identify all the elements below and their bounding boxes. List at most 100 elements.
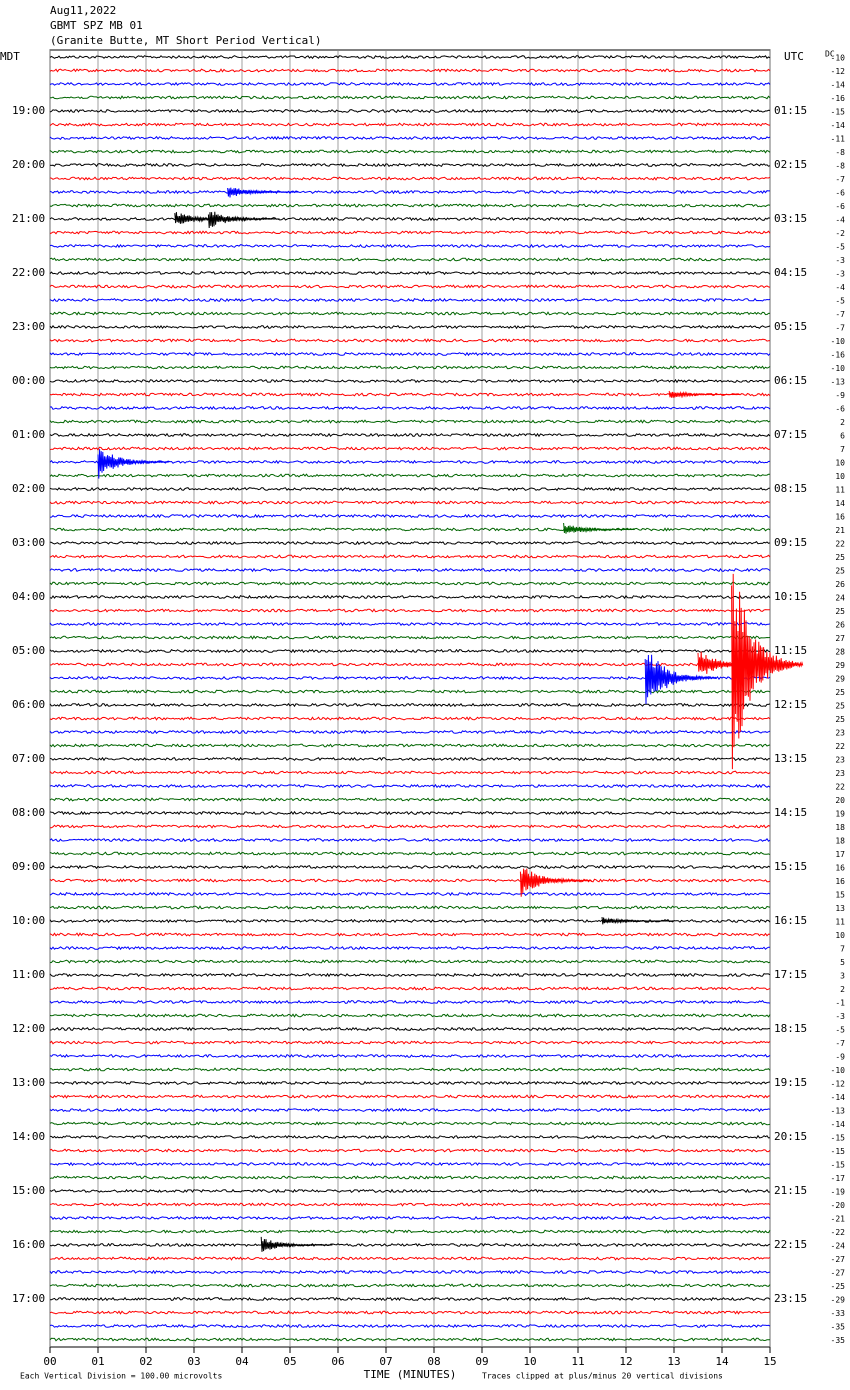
dc-value: -7: [835, 1039, 845, 1048]
dc-value: -4: [835, 216, 845, 225]
right-time-label: 22:15: [774, 1238, 807, 1251]
dc-value: 18: [835, 837, 845, 846]
trace: [49, 662, 771, 667]
trace: [49, 257, 771, 262]
trace: [49, 81, 771, 87]
trace: [49, 338, 771, 343]
dc-value: -10: [831, 337, 846, 346]
left-time-label: 06:00: [12, 698, 45, 711]
trace: [49, 567, 771, 573]
left-time-label: 21:00: [12, 212, 45, 225]
dc-value: 10: [835, 459, 845, 468]
trace: [49, 648, 771, 654]
trace: [49, 189, 770, 195]
trace: [49, 513, 771, 519]
left-header: MDT: [0, 50, 20, 63]
footer-right: Traces clipped at plus/minus 20 vertical…: [482, 1372, 723, 1381]
dc-value: -35: [831, 1336, 846, 1345]
dc-value: -35: [831, 1323, 846, 1332]
trace: [49, 716, 771, 721]
dc-value: -6: [835, 202, 845, 211]
subtitle: GBMT SPZ MB 01: [50, 19, 143, 32]
left-time-label: 01:00: [12, 428, 45, 441]
x-tick-label: 03: [187, 1355, 200, 1368]
dc-value: 6: [840, 432, 845, 441]
dc-value: -13: [831, 378, 846, 387]
trace: [49, 797, 771, 802]
trace: [49, 311, 771, 316]
left-time-label: 16:00: [12, 1238, 45, 1251]
trace: [49, 216, 771, 222]
trace: [49, 851, 771, 856]
right-time-label: 21:15: [774, 1184, 807, 1197]
trace: [49, 149, 771, 154]
trace: [49, 68, 771, 73]
dc-value: -15: [831, 1161, 846, 1170]
dc-value: -5: [835, 243, 845, 252]
dc-value: -14: [831, 1120, 846, 1129]
trace: [49, 1269, 771, 1275]
trace: [49, 122, 771, 127]
trace: [49, 500, 771, 505]
dc-value: 23: [835, 756, 845, 765]
left-time-label: 00:00: [12, 374, 45, 387]
dc-value: -7: [835, 310, 845, 319]
right-time-label: 09:15: [774, 536, 807, 549]
left-time-label: 12:00: [12, 1022, 45, 1035]
dc-value: 25: [835, 567, 845, 576]
trace: [49, 999, 771, 1005]
trace: [49, 419, 771, 424]
dc-value: -14: [831, 121, 846, 130]
dc-value: 17: [835, 850, 845, 859]
left-time-label: 15:00: [12, 1184, 45, 1197]
dc-value: -14: [831, 1093, 846, 1102]
right-time-label: 04:15: [774, 266, 807, 279]
event: [644, 654, 717, 705]
dc-value: 16: [835, 513, 845, 522]
trace: [49, 162, 771, 168]
dc-value: 10: [835, 931, 845, 940]
caption: (Granite Butte, MT Short Period Vertical…: [50, 34, 322, 47]
event: [731, 573, 804, 770]
dc-value: -12: [831, 67, 846, 76]
dc-value: 24: [835, 594, 845, 603]
dc-value: -3: [835, 1012, 845, 1021]
dc-value: -13: [831, 1107, 846, 1116]
trace: [49, 878, 771, 883]
trace: [49, 1188, 771, 1194]
dc-value: -17: [831, 1174, 846, 1183]
dc-value: -21: [831, 1215, 846, 1224]
trace: [49, 324, 771, 330]
dc-value: 22: [835, 742, 845, 751]
trace: [49, 392, 771, 397]
dc-value: 10: [835, 472, 845, 481]
trace: [49, 1026, 770, 1032]
dc-value: -15: [831, 108, 846, 117]
right-time-label: 02:15: [774, 158, 807, 171]
dc-value: -2: [835, 229, 845, 238]
dc-value: -9: [835, 1053, 845, 1062]
trace: [49, 270, 771, 276]
right-time-label: 18:15: [774, 1022, 807, 1035]
footer-left: Each Vertical Division = 100.00 microvol…: [20, 1372, 222, 1381]
trace: [49, 108, 771, 114]
x-tick-label: 05: [283, 1355, 296, 1368]
event: [563, 522, 635, 534]
trace: [49, 932, 771, 937]
event: [668, 390, 741, 399]
x-axis-label: TIME (MINUTES): [364, 1368, 457, 1381]
dc-value: -15: [831, 1134, 846, 1143]
left-time-label: 08:00: [12, 806, 45, 819]
dc-value: 20: [835, 796, 845, 805]
trace: [50, 1296, 771, 1302]
trace: [50, 1067, 771, 1072]
x-tick-label: 09: [475, 1355, 488, 1368]
dc-value: 23: [835, 729, 845, 738]
right-time-label: 06:15: [774, 374, 807, 387]
dc-value: -8: [835, 162, 845, 171]
trace: [49, 783, 771, 789]
dc-value: -25: [831, 1282, 846, 1291]
trace: [49, 527, 771, 532]
dc-value: 22: [835, 540, 845, 549]
trace: [49, 608, 771, 613]
